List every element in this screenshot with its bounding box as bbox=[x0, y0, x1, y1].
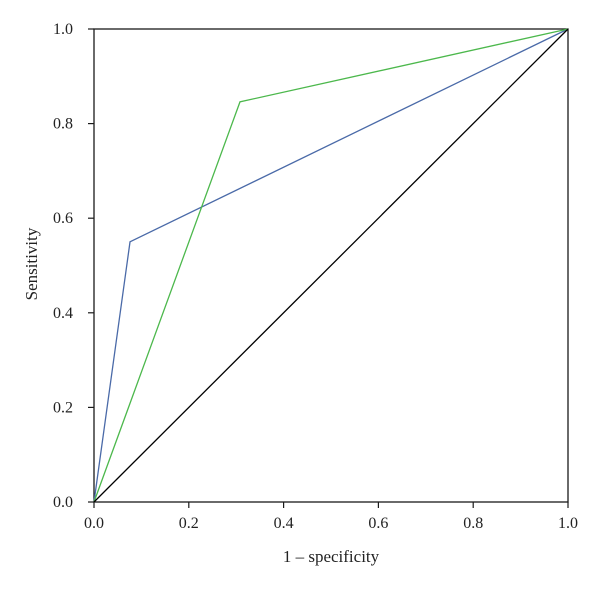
y-axis-ticks: 0.0 0.2 0.4 0.6 0.8 1.0 bbox=[53, 21, 94, 511]
series-line-3 bbox=[93, 28, 569, 503]
x-tick-label: 0.6 bbox=[368, 515, 388, 532]
y-tick-label: 0.8 bbox=[53, 116, 73, 133]
y-tick-label: 0.0 bbox=[53, 494, 73, 511]
x-tick-label: 0.4 bbox=[274, 515, 294, 532]
y-tick-label: 1.0 bbox=[53, 21, 73, 38]
x-tick-label: 1.0 bbox=[558, 515, 578, 532]
series-layer bbox=[93, 28, 569, 503]
x-tick-label: 0.2 bbox=[179, 515, 199, 532]
plot-frame bbox=[93, 28, 569, 503]
series-line-2 bbox=[93, 28, 569, 503]
y-tick-label: 0.2 bbox=[53, 399, 73, 416]
series-line-1 bbox=[93, 28, 569, 503]
y-axis-label: Sensitivity bbox=[22, 227, 41, 300]
x-tick-label: 0.8 bbox=[463, 515, 483, 532]
x-tick-label: 0.0 bbox=[84, 515, 104, 532]
y-tick-label: 0.6 bbox=[53, 210, 73, 227]
plot-border bbox=[93, 28, 569, 503]
x-axis-ticks: 0.0 0.2 0.4 0.6 0.8 1.0 bbox=[84, 502, 578, 532]
x-axis-label: 1 – specificity bbox=[283, 547, 380, 566]
y-tick-label: 0.4 bbox=[53, 305, 73, 322]
